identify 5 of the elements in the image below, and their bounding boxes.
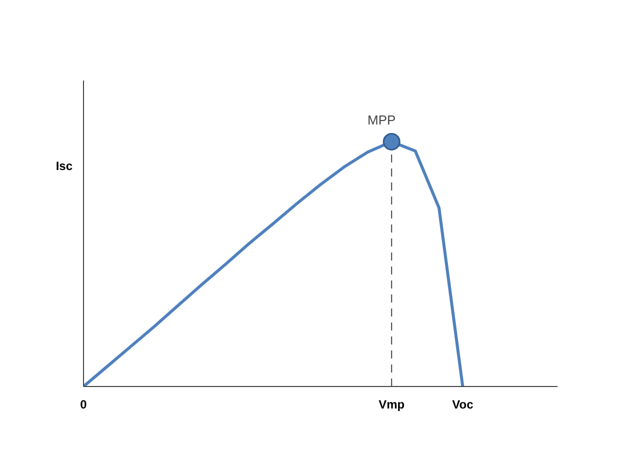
text: Isc	[56, 159, 73, 174]
x-tick-label: Vmp	[378, 398, 405, 412]
x-tick-label: 0	[80, 398, 88, 412]
annotation: MPP	[368, 112, 396, 128]
x-tick-label: Voc	[452, 398, 474, 412]
